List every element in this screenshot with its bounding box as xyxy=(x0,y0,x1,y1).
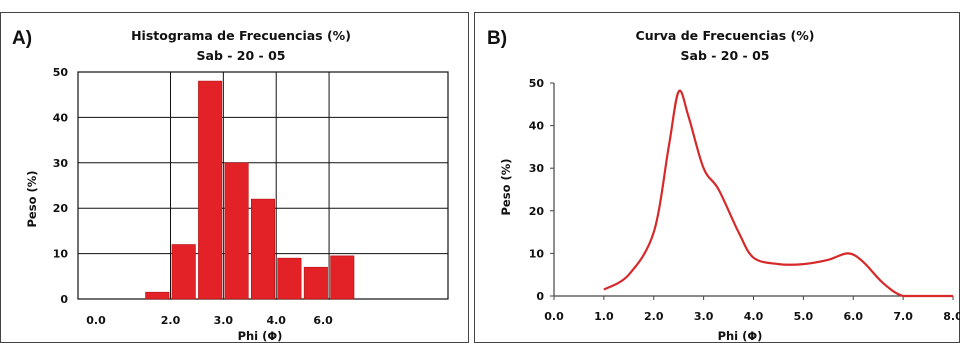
panel-b-title: Curva de Frecuencias (%) xyxy=(636,28,815,43)
panel-a-label: A) xyxy=(12,28,32,49)
a-bar xyxy=(303,266,328,300)
b-xtick-label: 1.0 xyxy=(594,310,614,323)
a-bar xyxy=(224,162,249,300)
b-xtick-label: 0.0 xyxy=(544,310,564,323)
panel-a-title: Histograma de Frecuencias (%) xyxy=(131,28,351,43)
a-xtick-label: 3.0 xyxy=(214,314,234,327)
a-ytick-label: 20 xyxy=(53,202,69,215)
a-bar xyxy=(277,257,302,300)
a-bar xyxy=(171,244,196,300)
b-xtick-label: 7.0 xyxy=(893,310,913,323)
b-ytick-label: 20 xyxy=(529,205,545,218)
b-xtick-label: 6.0 xyxy=(844,310,864,323)
b-xtick-label: 3.0 xyxy=(694,310,714,323)
b-frequency-curve xyxy=(603,89,953,298)
panel-a-subtitle: Sab - 20 - 05 xyxy=(197,48,286,63)
b-ytick-label: 40 xyxy=(529,120,545,133)
a-bar xyxy=(330,255,355,300)
a-ytick-label: 30 xyxy=(53,157,69,170)
a-xtick-label: 4.0 xyxy=(266,314,286,327)
plot-a: 0 10 20 30 40 50 0.0 2.0 3.0 4.0 6.0 xyxy=(53,66,449,327)
b-xtick-label: 5.0 xyxy=(794,310,814,323)
panel-a-xlabel: Phi (Φ) xyxy=(238,329,283,343)
panel-b-label: B) xyxy=(487,28,507,49)
b-ytick-label: 30 xyxy=(529,162,545,175)
a-ytick-label: 40 xyxy=(53,111,69,124)
b-xtick-label: 8.0 xyxy=(943,310,960,323)
panel-b-xlabel: Phi (Φ) xyxy=(718,329,763,343)
a-ytick-label: 50 xyxy=(53,66,69,79)
a-bar xyxy=(198,80,223,300)
b-xtick-label: 4.0 xyxy=(744,310,764,323)
panel-a-ylabel: Peso (%) xyxy=(25,170,39,227)
b-ytick-label: 10 xyxy=(529,247,545,260)
a-bar xyxy=(145,291,170,300)
a-xtick-label: 6.0 xyxy=(313,314,333,327)
a-ytick-label: 0 xyxy=(60,293,68,306)
a-xtick-label: 2.0 xyxy=(161,314,181,327)
b-ytick-label: 50 xyxy=(529,77,545,90)
b-xtick-label: 2.0 xyxy=(644,310,664,323)
panel-b-subtitle: Sab - 20 - 05 xyxy=(681,48,770,63)
b-ytick-label: 0 xyxy=(536,290,544,303)
a-ytick-label: 10 xyxy=(53,248,69,261)
a-bar xyxy=(250,198,276,300)
panel-b-ylabel: Peso (%) xyxy=(499,158,513,215)
a-xtick-label: 0.0 xyxy=(86,314,106,327)
plot-b: 0 10 20 30 40 50 0.0 1.0 2.0 3.0 4.0 5.0 6.0 7.0 8.0 xyxy=(529,77,960,323)
